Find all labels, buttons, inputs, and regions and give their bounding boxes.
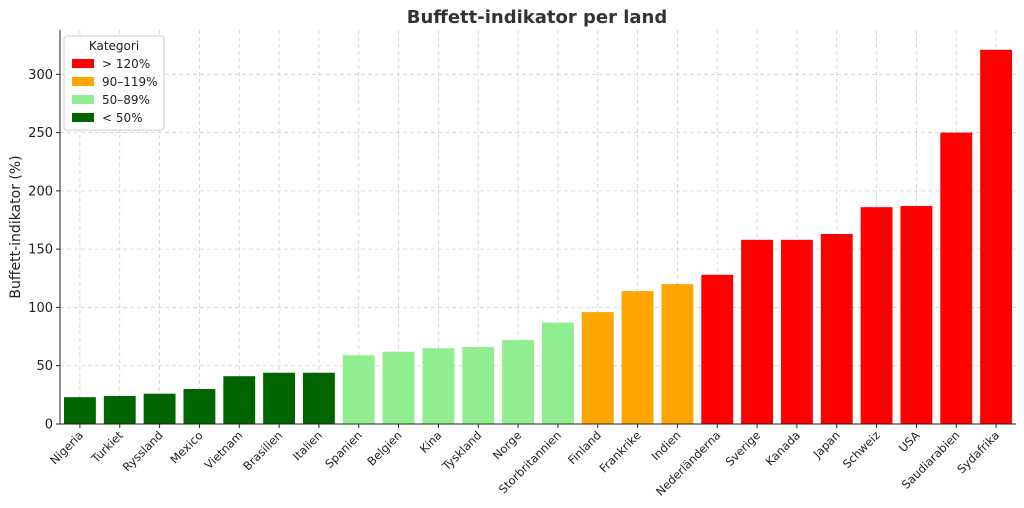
bar-indien bbox=[661, 284, 694, 424]
legend-swatch bbox=[72, 95, 94, 104]
x-tick-label: Spanien bbox=[322, 428, 365, 471]
x-tick-label: Schweiz bbox=[840, 428, 883, 471]
legend-swatch bbox=[72, 113, 94, 122]
bar-sydafrika bbox=[980, 49, 1013, 425]
chart-title: Buffett-indikator per land bbox=[407, 7, 668, 28]
x-tick-label: Belgien bbox=[364, 428, 404, 468]
bar-storbritannien bbox=[541, 322, 574, 424]
x-tick-label: Sverige bbox=[723, 428, 764, 469]
bar-tyskland bbox=[462, 347, 495, 424]
x-tick-label: Frankrike bbox=[597, 428, 644, 475]
bar-japan bbox=[820, 233, 853, 424]
x-tick-label: Brasilien bbox=[240, 428, 285, 473]
y-ticks: 0 50 100 150 200 250 300 bbox=[28, 68, 60, 433]
bar-nigeria bbox=[63, 397, 96, 424]
bar-ryssland bbox=[143, 393, 176, 424]
y-tick-label: 250 bbox=[28, 126, 53, 141]
bar-turkiet bbox=[103, 396, 136, 424]
bar-brasilien bbox=[263, 372, 296, 424]
x-tick-label: Italien bbox=[290, 428, 325, 463]
bar-norge bbox=[502, 340, 535, 424]
x-tick-label: Nigeria bbox=[47, 428, 86, 467]
legend-label: > 120% bbox=[102, 57, 150, 71]
bar-spanien bbox=[342, 355, 375, 424]
y-axis-label: Buffett-indikator (%) bbox=[8, 155, 24, 298]
x-tick-label: Finland bbox=[565, 428, 604, 467]
x-tick-label: Kanada bbox=[763, 428, 803, 468]
x-tick-label: Norge bbox=[490, 428, 524, 462]
x-tick-label: Mexico bbox=[167, 428, 205, 466]
y-tick-label: 150 bbox=[28, 243, 53, 258]
bar-schweiz bbox=[860, 207, 893, 424]
x-tick-label: Tyskland bbox=[439, 428, 485, 474]
legend-swatch bbox=[72, 77, 94, 86]
bars bbox=[63, 49, 1013, 425]
x-tick-label: Indien bbox=[649, 428, 684, 463]
bar-usa bbox=[900, 206, 933, 424]
bar-mexico bbox=[183, 389, 216, 424]
x-tick-label: Turkiet bbox=[88, 428, 126, 466]
legend: Kategori > 120% 90–119% 50–89% < 50% bbox=[63, 35, 165, 131]
bar-vietnam bbox=[223, 376, 256, 424]
legend-label: 50–89% bbox=[102, 93, 150, 107]
bar-finland bbox=[581, 312, 614, 424]
x-tick-label: Kina bbox=[417, 428, 445, 456]
y-tick-label: 50 bbox=[36, 359, 53, 374]
bar-kina bbox=[422, 348, 455, 424]
axes bbox=[59, 30, 1016, 425]
bar-nederländerna bbox=[701, 274, 734, 424]
bar-saudiarabien bbox=[940, 132, 973, 424]
y-tick-label: 0 bbox=[45, 418, 53, 433]
bar-belgien bbox=[382, 351, 415, 424]
y-tick-label: 200 bbox=[28, 184, 53, 199]
bar-sverige bbox=[741, 239, 774, 424]
legend-label: 90–119% bbox=[102, 75, 158, 89]
legend-label: < 50% bbox=[102, 111, 143, 125]
bar-frankrike bbox=[621, 291, 654, 424]
x-tick-label: Sydafrika bbox=[954, 428, 1002, 476]
y-tick-label: 100 bbox=[28, 301, 53, 316]
x-tick-label: USA bbox=[896, 428, 923, 455]
legend-swatch bbox=[72, 59, 94, 68]
x-tick-label: Vietnam bbox=[202, 428, 246, 472]
bar-italien bbox=[302, 372, 335, 424]
x-tick-label: Japan bbox=[810, 428, 843, 461]
y-tick-label: 300 bbox=[28, 68, 53, 83]
legend-title: Kategori bbox=[89, 39, 139, 53]
bar-kanada bbox=[780, 239, 813, 424]
x-tick-label: Ryssland bbox=[120, 428, 166, 474]
